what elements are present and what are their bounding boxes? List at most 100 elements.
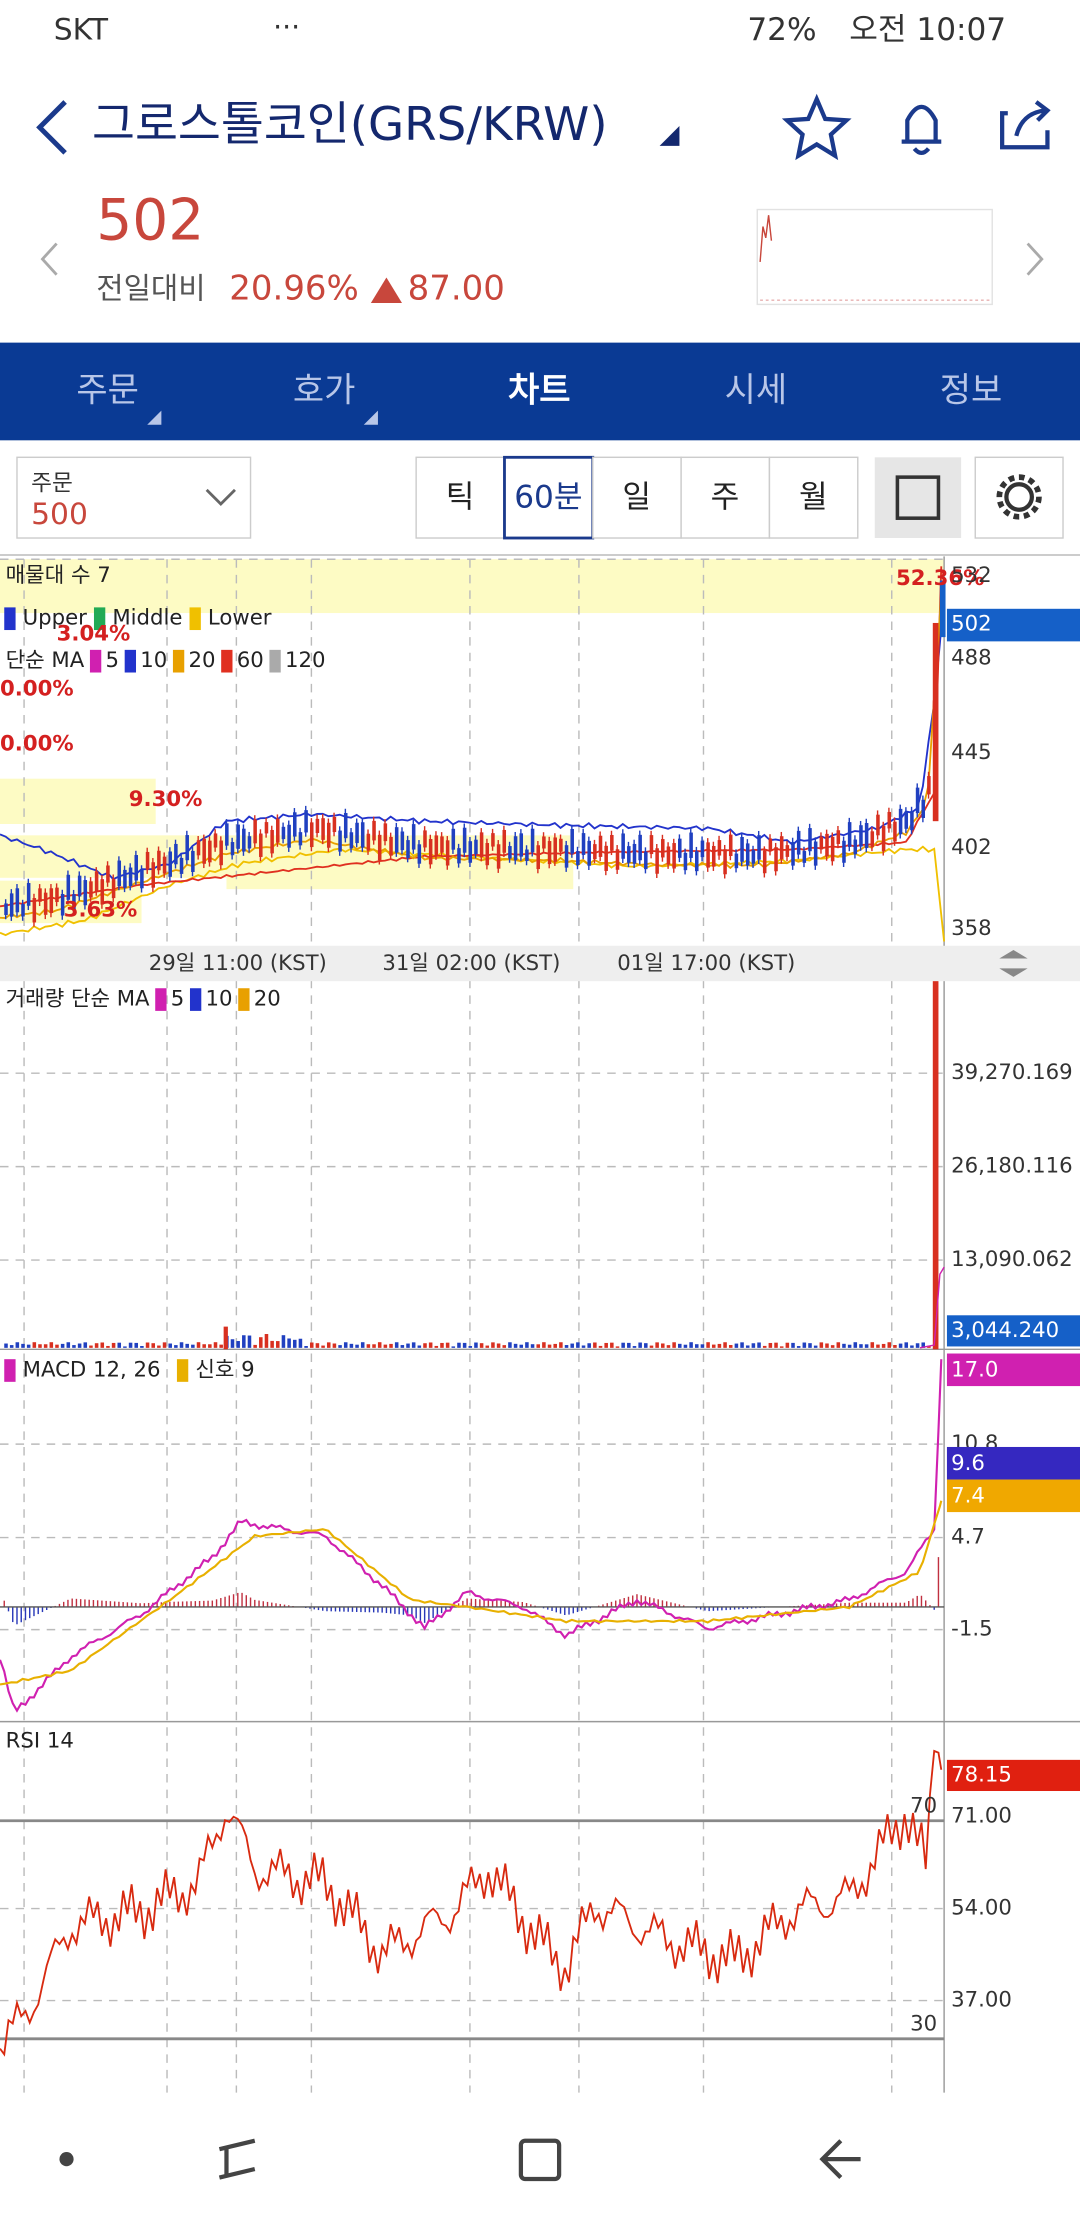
volume-bar [796,1346,801,1348]
volume-bar [683,1344,688,1348]
volume-bar [440,1342,444,1348]
volume-bar [661,1343,665,1348]
candle-body [428,838,433,865]
candle-body [604,845,608,871]
macd-current-box [946,1353,1080,1387]
nav-dot[interactable] [59,2152,74,2167]
coin-title[interactable]: 그로스톨코인(GRS/KRW) [92,98,608,152]
volume-bar [904,1342,909,1348]
candle-body [343,813,348,839]
candle-body [208,840,212,863]
volume-bar [72,1345,76,1348]
volume-bar [672,1342,676,1348]
nav-back[interactable] [819,2139,861,2180]
volume-bar [525,1342,529,1348]
candle-body [887,811,892,829]
candle-body [542,836,546,849]
volume-bar [117,1342,122,1348]
volume-bar [191,1344,195,1348]
volume-bar [593,1342,597,1348]
volume-bar [842,1343,846,1348]
signal-current: 7.4 [951,1484,985,1509]
annotation: 52.36% [896,566,984,591]
candle-body [757,835,761,860]
tab[interactable]: 정보 [940,371,1003,411]
period-button[interactable] [415,456,506,539]
candle-body [547,841,552,865]
candle-body [247,836,252,849]
candle-body [581,833,586,855]
x-label: 29일 11:00 (KST) [149,951,327,976]
volume-bar [808,1343,812,1348]
volume-ma [919,1266,945,1349]
draw-button[interactable] [874,457,962,539]
annotation: 0.00% [0,732,74,757]
signal-legend: 신호 9 [195,1358,254,1383]
tab[interactable]: 시세 [725,371,788,411]
y-label: 532 [951,563,992,588]
volume-bar [745,1345,750,1348]
y-label: 26,180.116 [951,1154,1072,1179]
volume-bar [513,1343,518,1348]
period-button[interactable] [768,456,859,539]
candle-body [796,830,801,855]
candle-body [661,839,665,858]
volume-bar [547,1344,552,1348]
legend-volume-profile: 매물대 수 7 [6,563,111,588]
ma-period: 10 [140,648,167,673]
candle-body [457,848,461,864]
select-chevron [205,488,236,507]
volume-bar [9,1345,14,1348]
volume-bar [366,1344,371,1348]
next-button[interactable] [1026,242,1044,276]
tab[interactable]: 호가 [293,371,356,411]
volume-bar [123,1346,127,1348]
volume-bar [864,1344,869,1348]
volume-bar [77,1343,82,1348]
volume-bar [349,1343,354,1348]
candle-body [678,838,682,858]
volume-bar [881,1343,886,1348]
current-price-box [946,608,1080,642]
volume-bar [927,1345,931,1348]
candle-body [332,816,337,833]
prev-button[interactable] [40,242,58,276]
candle-body [779,836,784,860]
tab[interactable]: 주문 [76,371,139,411]
nav-home[interactable] [518,2138,562,2182]
back-button[interactable] [36,100,67,155]
signal-current-box [946,1479,1080,1513]
volume-bar [179,1342,184,1348]
alarm-button[interactable] [901,104,942,156]
order-select[interactable] [16,456,252,539]
candle-body [440,836,444,853]
candle-body [196,840,201,856]
candle-body [939,580,946,638]
macd-legend: MACD 12, 26 [23,1358,161,1383]
candle-body [43,892,48,915]
rsi-upper-label: 70 [910,1794,937,1819]
candle-body [502,829,507,853]
volume-bar [338,1345,342,1348]
candle-body [304,810,308,833]
annotation: 0.00% [0,677,74,702]
volume-bar [259,1337,263,1348]
volume-bar [887,1342,892,1348]
volume-bar [332,1343,337,1348]
share-button[interactable] [1000,100,1051,150]
candle-body [445,840,450,866]
legend-swatch [4,1359,16,1382]
candle-body [394,827,399,853]
candle-body [123,869,127,888]
resize-handle[interactable] [999,950,1028,977]
favorite-button[interactable] [781,93,852,161]
tab[interactable]: 차트 [508,371,571,411]
settings-button[interactable] [974,456,1064,539]
nav-recent[interactable] [218,2138,256,2180]
volume-bar [706,1342,710,1348]
candle-body [513,836,518,861]
candle-body [762,850,767,874]
candle-body [111,878,116,899]
rsi-legend: RSI 14 [6,1728,74,1753]
band-legend: Middle [112,606,182,631]
